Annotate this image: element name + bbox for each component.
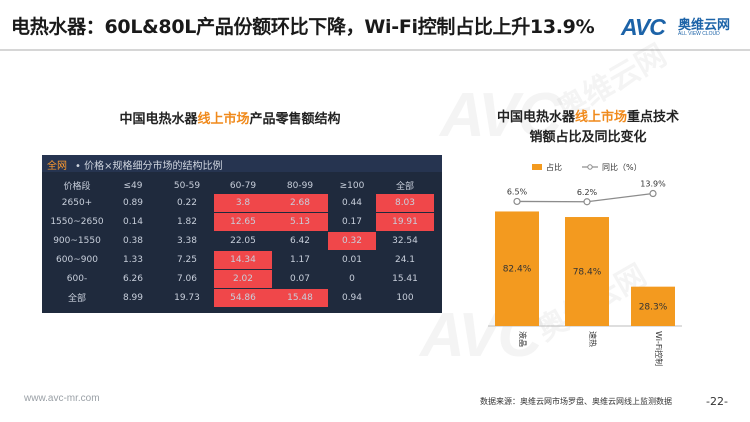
column-header: 50-59 (160, 179, 214, 194)
table-cell: 3.8 (214, 193, 272, 213)
table-row: 600- 6.26 7.06 2.02 0.07 0 15.41 (48, 269, 434, 289)
table-cell: 1.17 (272, 250, 328, 270)
table-cell: 0.44 (328, 193, 376, 213)
price-spec-table: 价格段 ≤49 50-59 60-79 80-99 ≥100 全部 2650+ 0.89 0.2… (48, 179, 434, 308)
table-cell: 5.13 (272, 212, 328, 232)
table-cell: 0.38 (106, 231, 160, 251)
table-cell: 1.33 (106, 250, 160, 270)
legend-label-share: 占比 (546, 162, 562, 172)
category-label: Wi-Fi控制 (654, 331, 664, 366)
table-cell: 0.32 (328, 231, 376, 251)
table-header-row: 价格段 ≤49 50-59 60-79 80-99 ≥100 全部 (48, 179, 434, 194)
row-label: 600~900 (48, 250, 106, 270)
bar-value-label: 78.4% (573, 268, 602, 278)
row-label: 2650+ (48, 193, 106, 213)
category-label: 速热 (588, 331, 598, 347)
table-cell: 7.25 (160, 250, 214, 270)
table-cell: 15.48 (272, 288, 328, 308)
row-label: 全部 (48, 288, 106, 308)
yoy-value-label: 13.9% (640, 180, 666, 189)
bar-value-label: 82.4% (503, 265, 532, 275)
bar (565, 217, 609, 326)
yoy-value-label: 6.5% (507, 187, 528, 196)
table-cell: 8.03 (376, 193, 434, 213)
bar (495, 211, 539, 326)
table-row: 2650+ 0.89 0.22 3.8 2.68 0.44 8.03 (48, 193, 434, 213)
table-cell: 14.34 (214, 250, 272, 270)
table-row: 全部 8.99 19.73 54.86 15.48 0.94 100 (48, 288, 434, 308)
table-row: 600~900 1.33 7.25 14.34 1.17 0.01 24.1 (48, 250, 434, 270)
legend-marker-yoy (587, 164, 593, 170)
table-cell: 0.94 (328, 288, 376, 308)
column-header: 价格段 (48, 179, 106, 194)
yoy-value-label: 6.2% (577, 188, 598, 197)
tab-all-network[interactable]: 全网 (47, 161, 67, 172)
column-header: 全部 (376, 179, 434, 194)
table-title: 中国电热水器线上市场产品零售额结构 (119, 112, 341, 127)
table-cell: 0.14 (106, 212, 160, 232)
table-cell: 0.22 (160, 193, 214, 213)
row-label: 900~1550 (48, 231, 106, 251)
table-cell: 24.1 (376, 250, 434, 270)
yoy-point (649, 189, 657, 198)
table-cell: 8.99 (106, 288, 160, 308)
title-divider (0, 49, 750, 51)
table-panel-header: 全网 • 价格×规格细分市场的结构比例 (42, 155, 442, 172)
table-cell: 0.01 (328, 250, 376, 270)
yoy-point (583, 198, 591, 206)
tech-share-chart: 占比 同比（%） 82.4% 78.4% 28.3% 6.5% 6.2% 13.9% 液晶 速热 W… (488, 162, 682, 366)
logo-name-en: ALL VIEW CLOUD (678, 31, 720, 37)
table-cell: 0.89 (106, 193, 160, 213)
table-panel-subtitle: • 价格×规格细分市场的结构比例 (75, 161, 223, 172)
data-source: 数据来源：奥维云网市场罗盘、奥维云网线上监测数据 (480, 397, 672, 406)
slide-title: 电热水器：60L&80L产品份额环比下降，Wi-Fi控制占比上升13.9% (11, 16, 595, 38)
row-label: 600- (48, 269, 106, 289)
page-number: -22- (706, 395, 728, 408)
table-cell: 1.82 (160, 212, 214, 232)
yoy-point (513, 197, 521, 206)
logo-mark: AVC (621, 14, 666, 40)
table-cell: 19.91 (376, 212, 434, 232)
table-cell: 12.65 (214, 212, 272, 232)
bar-value-label: 28.3% (639, 302, 668, 312)
table-cell: 15.41 (376, 269, 434, 289)
table-cell: 100 (376, 288, 434, 308)
table-cell: 6.26 (106, 269, 160, 289)
chart-title: 中国电热水器线上市场重点技术 销额占比及同比变化 (496, 110, 680, 145)
table-cell: 2.68 (272, 193, 328, 213)
column-header: ≤49 (106, 179, 160, 194)
category-label: 液晶 (518, 331, 528, 347)
table-row: 1550~2650 0.14 1.82 12.65 5.13 0.17 19.91 (48, 212, 434, 232)
structure-table-panel: 全网 • 价格×规格细分市场的结构比例 价格段 ≤49 50-59 60-79 80-9… (42, 155, 442, 313)
table-cell: 0 (328, 269, 376, 289)
row-label: 1550~2650 (48, 212, 106, 232)
table-cell: 7.06 (160, 269, 214, 289)
table-cell: 22.05 (214, 231, 272, 251)
column-header: 80-99 (272, 179, 328, 194)
logo-name-cn: 奥维云网 (678, 18, 731, 33)
table-cell: 19.73 (160, 288, 214, 308)
table-cell: 0.07 (272, 269, 328, 289)
table-cell: 6.42 (272, 231, 328, 251)
avc-logo: AVC 奥维云网 ALL VIEW CLOUD (621, 14, 743, 42)
table-cell: 0.17 (328, 212, 376, 232)
column-header: 60-79 (214, 179, 272, 194)
legend-label-yoy: 同比（%） (602, 162, 642, 172)
table-cell: 54.86 (214, 288, 272, 308)
column-header: ≥100 (328, 179, 376, 194)
bar (631, 286, 675, 326)
table-row: 900~1550 0.38 3.38 22.05 6.42 0.32 32.54 (48, 231, 434, 251)
legend-swatch-share (532, 164, 542, 170)
footer-url[interactable]: www.avc-mr.com (24, 393, 100, 404)
table-cell: 2.02 (214, 269, 272, 289)
table-cell: 3.38 (160, 231, 214, 251)
table-cell: 32.54 (376, 231, 434, 251)
